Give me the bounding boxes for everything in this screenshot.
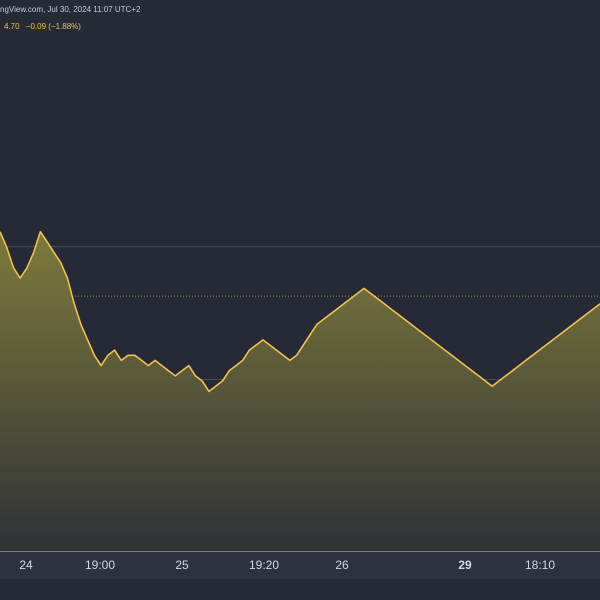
price-line: [0, 230, 600, 393]
x-tick-label: 26: [335, 558, 349, 572]
x-tick-label: 29: [458, 558, 472, 572]
x-axis-bar: [0, 551, 600, 579]
x-tick-label: 19:20: [249, 558, 279, 572]
x-tick-label: 25: [175, 558, 189, 572]
area-fill: [0, 231, 600, 551]
x-tick-label: 18:10: [525, 558, 555, 572]
watermark-text: ngView.com, Jul 30, 2024 11:07 UTC+2: [0, 5, 141, 14]
price-quote: 4.70 −0.09 (−1.88%): [4, 22, 85, 31]
x-tick-label: 19:00: [85, 558, 115, 572]
last-price: 4.70: [4, 22, 20, 31]
x-tick-label: 24: [19, 558, 33, 572]
chart-header: ngView.com, Jul 30, 2024 11:07 UTC+2 4.7…: [0, 0, 600, 36]
price-change: −0.09 (−1.88%): [25, 22, 81, 31]
